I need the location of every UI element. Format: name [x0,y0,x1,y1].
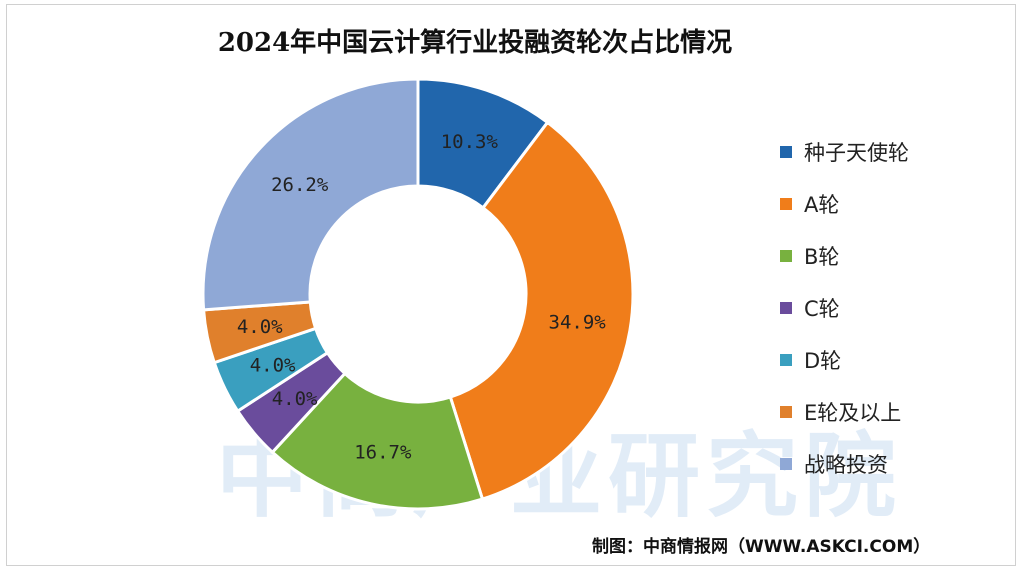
data-label-4: 4.0% [272,388,318,410]
legend-item-7: 战略投资 [780,438,909,490]
legend-swatch [780,354,792,366]
legend: 种子天使轮 A轮 B轮 C轮 D轮 E轮及以上战略投资 [780,126,909,490]
data-label-6: 4.0% [237,316,283,338]
legend-item-5: D轮 [780,334,909,386]
data-label-1: 10.3% [441,131,499,153]
legend-item-1: 种子天使轮 [780,126,909,178]
legend-swatch [780,146,792,158]
donut-slice-2 [448,120,635,501]
legend-label: C轮 [804,297,840,321]
data-label-7: 26.2% [271,174,329,196]
donut-slice-3 [270,371,485,511]
legend-label: B轮 [804,245,840,269]
legend-label: D轮 [804,349,842,373]
legend-swatch [780,198,792,210]
source-note: 制图：中商情报网（WWW.ASKCI.COM） [592,537,931,557]
data-label-3: 16.7% [354,442,412,464]
legend-swatch [780,250,792,262]
legend-item-6: E轮及以上 [780,386,909,438]
legend-swatch [780,458,792,470]
data-label-5: 4.0% [250,354,296,376]
chart-title: 2024年中国云计算行业投融资轮次占比情况 [217,28,733,58]
legend-item-4: C轮 [780,282,909,334]
legend-label: 种子天使轮 [804,141,909,165]
legend-swatch [780,406,792,418]
legend-label: A轮 [804,193,840,217]
legend-swatch [780,302,792,314]
legend-label: E轮及以上 [804,401,902,425]
legend-item-3: B轮 [780,230,909,282]
legend-label: 战略投资 [804,453,888,477]
legend-item-2: A轮 [780,178,909,230]
chart-frame [6,4,1016,566]
data-label-2: 34.9% [549,311,607,333]
donut-slice-7 [201,77,420,312]
